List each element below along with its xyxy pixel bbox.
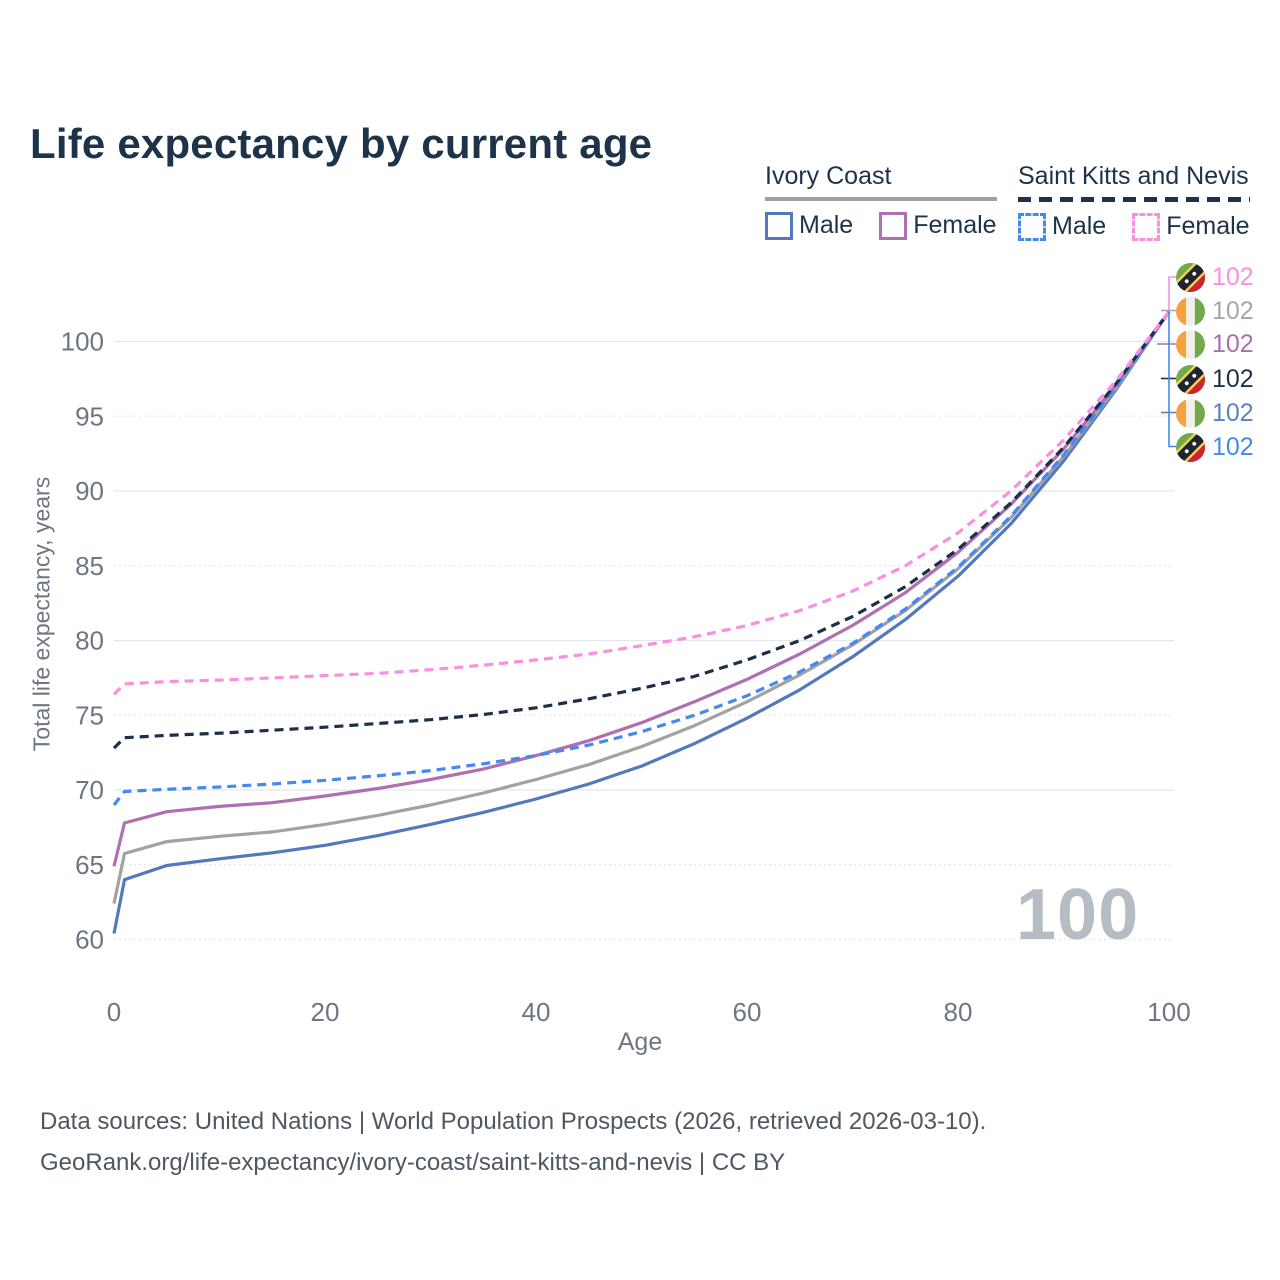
ivory-coast-flag-icon	[1176, 398, 1205, 428]
legend-group-saint-kitts-and-nevis: Saint Kitts and Nevis Male Female	[1018, 162, 1250, 241]
legend-item-label: Male	[1052, 212, 1107, 240]
legend-heading-ivory-coast: Ivory Coast	[765, 162, 892, 190]
legend-item-label: Female	[913, 211, 997, 239]
saint-kitts-and-nevis-flag-icon	[1176, 262, 1205, 292]
endpoint-row-ic-female[interactable]: 102	[1176, 329, 1254, 359]
y-axis-title: Total life expectancy, years	[28, 476, 55, 752]
endpoint-leader-line-5	[1168, 311, 1176, 448]
series-line-ivory-coast-female[interactable]	[112, 310, 1171, 867]
legend-linestyle-solid	[765, 197, 997, 201]
legend-linestyle-dashed	[1018, 197, 1250, 202]
endpoint-row-ic-both[interactable]: 102	[1176, 296, 1254, 326]
legend-item-label: Female	[1166, 212, 1250, 240]
endpoint-value: 102	[1212, 364, 1254, 393]
series-line-ivory-coast-male[interactable]	[112, 310, 1171, 934]
legend-item-skn-male[interactable]: Male	[1018, 212, 1106, 241]
ivory-coast-flag-icon	[1176, 329, 1205, 359]
y-tick-label-95: 95	[75, 401, 104, 431]
endpoint-value: 102	[1212, 262, 1254, 291]
y-tick-label-75: 75	[75, 700, 104, 730]
hovered-age-watermark: 100	[1016, 875, 1140, 955]
legend-swatch-dashed-blue	[1018, 212, 1046, 241]
y-tick-label-90: 90	[75, 476, 104, 506]
endpoint-value: 102	[1212, 329, 1254, 358]
x-tick-label-40: 40	[522, 997, 551, 1027]
legend-swatch-dashed-pink	[1132, 212, 1161, 241]
endpoint-row-skn-male[interactable]: 102	[1176, 432, 1254, 462]
x-tick-label-60: 60	[733, 997, 762, 1027]
y-tick-label-85: 85	[75, 551, 104, 581]
endpoint-value: 102	[1212, 432, 1254, 461]
y-tick-label-65: 65	[75, 850, 104, 880]
y-tick-label-60: 60	[75, 925, 104, 955]
x-tick-label-100: 100	[1147, 997, 1190, 1027]
endpoint-value: 102	[1212, 296, 1254, 325]
endpoint-row-ic-male[interactable]: 102	[1176, 398, 1254, 428]
y-tick-label-80: 80	[75, 626, 104, 656]
legend-item-ivory-coast-male[interactable]: Male	[765, 211, 853, 240]
x-tick-label-80: 80	[944, 997, 973, 1027]
data-sources-note: Data sources: United Nations | World Pop…	[40, 1108, 987, 1135]
saint-kitts-and-nevis-flag-icon	[1176, 432, 1205, 462]
legend-swatch-solid-purple	[879, 211, 908, 240]
legend-group-ivory-coast: Ivory Coast Male Female	[765, 162, 997, 240]
page-title: Life expectancy by current age	[30, 120, 653, 168]
attribution-note: GeoRank.org/life-expectancy/ivory-coast/…	[40, 1149, 786, 1176]
series-line-saint-kitts-and-nevis-both[interactable]	[112, 310, 1171, 750]
legend-item-skn-female[interactable]: Female	[1132, 212, 1250, 241]
endpoint-leader-line-0	[1168, 276, 1176, 312]
legend-item-ivory-coast-female[interactable]: Female	[879, 211, 997, 240]
series-line-saint-kitts-and-nevis-female[interactable]	[112, 310, 1171, 696]
x-tick-label-20: 20	[311, 997, 340, 1027]
series-line-ivory-coast-both[interactable]	[112, 310, 1171, 904]
series-line-saint-kitts-and-nevis-male[interactable]	[112, 310, 1171, 806]
y-tick-label-70: 70	[75, 775, 104, 805]
legend-swatch-solid-blue	[765, 211, 793, 240]
x-tick-label-0: 0	[107, 997, 121, 1027]
legend-item-label: Male	[799, 211, 854, 239]
endpoint-value: 102	[1212, 398, 1254, 427]
x-axis-title: Age	[617, 1028, 663, 1056]
legend-heading-saint-kitts-and-nevis: Saint Kitts and Nevis	[1018, 162, 1249, 190]
endpoint-row-skn-both[interactable]: 102	[1176, 364, 1254, 394]
y-tick-label-100: 100	[61, 327, 104, 357]
ivory-coast-flag-icon	[1176, 296, 1205, 326]
saint-kitts-and-nevis-flag-icon	[1176, 364, 1205, 394]
endpoint-row-skn-female[interactable]: 102	[1176, 262, 1254, 292]
